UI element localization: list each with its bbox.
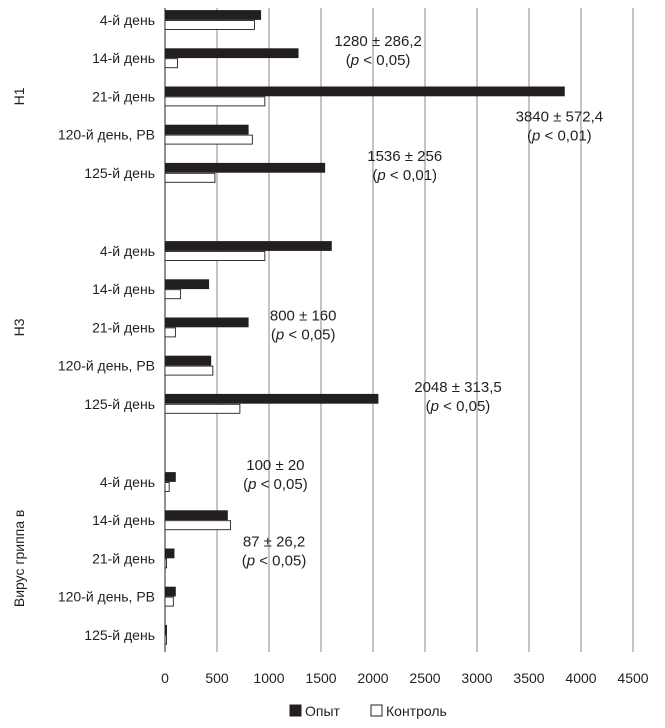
bar-opyt (164, 393, 379, 404)
grid-lines (164, 8, 634, 652)
bar-opyt (164, 279, 210, 290)
x-tick-label: 2500 (409, 670, 440, 686)
category-label: 4-й день (100, 243, 155, 259)
category-label: 125-й день (84, 627, 155, 643)
bar-opyt (164, 162, 326, 173)
bar-kontrol (164, 96, 266, 107)
category-label: 14-й день (92, 50, 155, 66)
bar-kontrol (164, 251, 266, 261)
annotation-value: 100 ± 20 (246, 457, 304, 474)
bar-kontrol (164, 134, 253, 145)
annotation-p: (p < 0,05) (346, 52, 411, 69)
x-tick-label: 3000 (461, 670, 492, 686)
annotation-value: 1536 ± 256 (367, 148, 442, 165)
group-label: H1 (11, 87, 27, 105)
bar-kontrol (164, 172, 216, 183)
bar-opyt (164, 624, 167, 635)
bar-kontrol (164, 482, 170, 492)
bar-opyt (164, 586, 176, 597)
category-label: 125-й день (84, 165, 155, 181)
bar-opyt (164, 472, 176, 482)
group-label: H3 (11, 318, 27, 336)
annotation-value: 800 ± 160 (270, 307, 337, 324)
category-label: 14-й день (92, 512, 155, 528)
bar-opyt (164, 124, 249, 135)
category-label: 21-й день (92, 88, 155, 104)
x-tick-label: 1500 (305, 670, 336, 686)
bar-opyt (164, 48, 299, 59)
bar-kontrol (164, 327, 176, 338)
bar-kontrol (164, 558, 168, 569)
legend-label: Контроль (386, 703, 447, 719)
annotation-value: 2048 ± 313,5 (414, 379, 501, 396)
category-label: 120-й день, РВ (58, 127, 155, 143)
category-label: 120-й день, РВ (58, 589, 155, 605)
category-label: 125-й день (84, 396, 155, 412)
bar-kontrol (164, 20, 255, 30)
bar-opyt (164, 86, 565, 97)
category-label: 4-й день (100, 474, 155, 490)
bar-kontrol (164, 634, 167, 645)
legend-swatch (370, 704, 383, 717)
annotation-p: (p < 0,05) (271, 326, 336, 343)
legend: Опыт Контроль (289, 703, 447, 719)
bar-opyt (164, 10, 262, 20)
bar-kontrol (164, 403, 241, 414)
annotation-p: (p < 0,05) (243, 476, 308, 493)
category-label: 4-й день (100, 12, 155, 28)
category-label: 14-й день (92, 281, 155, 297)
bar-opyt (164, 317, 249, 328)
bars (164, 10, 565, 645)
legend-label: Опыт (305, 703, 341, 719)
annotation-p: (p < 0,01) (527, 127, 592, 144)
x-tick-label: 4000 (565, 670, 596, 686)
annotation-value: 87 ± 26,2 (243, 533, 305, 550)
group-label: Вирус гриппа в (11, 510, 27, 608)
bar-kontrol (164, 520, 231, 531)
x-tick-label: 0 (161, 670, 169, 686)
x-tick-label: 4500 (617, 670, 648, 686)
annotation-value: 3840 ± 572,4 (516, 108, 603, 125)
category-label: 21-й день (92, 319, 155, 335)
annotation-p: (p < 0,01) (372, 167, 437, 184)
annotation-p: (p < 0,05) (426, 398, 491, 415)
legend-swatch (289, 704, 302, 717)
category-label: 21-й день (92, 550, 155, 566)
bar-opyt (164, 241, 332, 251)
bar-kontrol (164, 289, 182, 300)
bar-opyt (164, 548, 175, 559)
bar-kontrol (164, 58, 178, 69)
bar-kontrol (164, 365, 214, 376)
bar-kontrol (164, 596, 174, 607)
bar-opyt (164, 510, 228, 521)
x-tick-label: 1000 (253, 670, 284, 686)
annotation-p: (p < 0,05) (242, 552, 307, 569)
x-tick-label: 3500 (513, 670, 544, 686)
labels: 0 500 1000 1500 2000 2500 3000 3500 4000 4500 4-й … (11, 12, 649, 686)
category-label: 120-й день, РВ (58, 358, 155, 374)
annotations: 1280 ± 286,2 (p < 0,05) 3840 ± 572,4 (p < 0… (242, 33, 603, 569)
x-tick-label: 500 (205, 670, 229, 686)
x-tick-label: 2000 (357, 670, 388, 686)
annotation-value: 1280 ± 286,2 (334, 33, 421, 50)
bar-opyt (164, 355, 212, 366)
